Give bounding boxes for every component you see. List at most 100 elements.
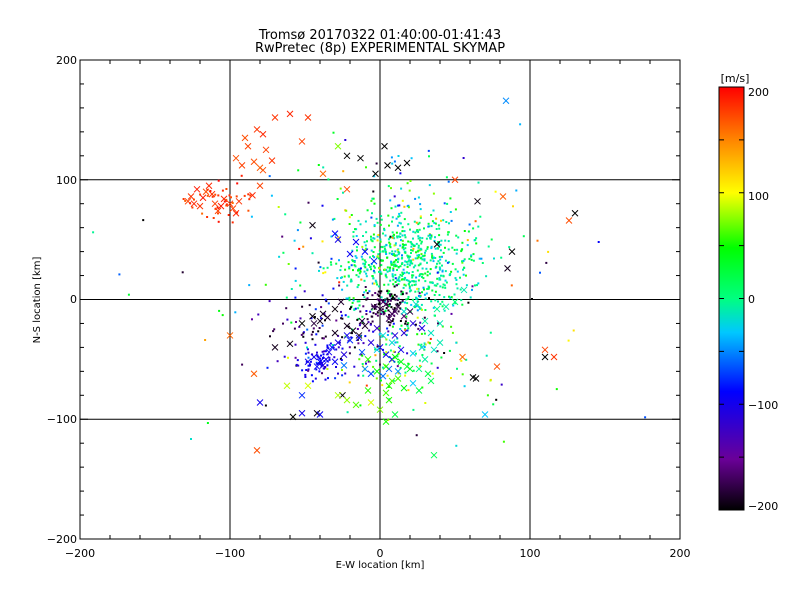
data-point-cross: [346, 336, 354, 344]
data-point-dot: [371, 282, 374, 285]
data-point-dot: [486, 394, 489, 397]
data-point-dot: [423, 259, 426, 262]
data-point-dot: [477, 181, 480, 184]
data-point-dot: [453, 293, 456, 296]
data-point-dot: [441, 300, 444, 303]
data-point-dot: [438, 262, 441, 265]
data-point-cross: [286, 110, 294, 118]
data-point-dot: [443, 284, 446, 287]
data-point-cross: [358, 317, 366, 325]
data-point-dot: [512, 205, 514, 208]
data-point-dot: [434, 236, 436, 239]
data-point-dot: [401, 226, 404, 229]
data-point-dot: [293, 239, 296, 242]
data-point-dot: [390, 207, 393, 210]
data-point-dot: [282, 322, 284, 325]
data-point-dot: [404, 374, 407, 377]
data-point-cross: [394, 375, 402, 382]
data-point-dot: [494, 190, 497, 193]
chart-subtitle: RwPretec (8p) EXPERIMENTAL SKYMAP: [255, 41, 505, 56]
data-point-dot: [386, 299, 389, 302]
data-point-dot: [341, 317, 344, 320]
data-point-cross: [298, 409, 306, 417]
data-point-dot: [430, 362, 433, 365]
data-point-dot: [295, 321, 297, 323]
data-point-dot: [408, 285, 411, 288]
data-point-dot: [340, 359, 343, 361]
data-point-dot: [342, 170, 345, 173]
data-point-dot: [251, 318, 253, 321]
data-point-dot: [399, 301, 401, 304]
data-point-dot: [393, 285, 396, 288]
data-point-dot: [348, 267, 351, 270]
data-point-dot: [432, 209, 435, 212]
data-point-dot: [376, 239, 379, 242]
data-point-dot: [401, 262, 404, 264]
data-point-dot: [412, 258, 415, 261]
data-point-dot: [270, 194, 273, 197]
data-point-dot: [439, 258, 442, 261]
data-point-dot: [399, 273, 402, 276]
data-point-dot: [396, 302, 399, 305]
data-point-dot: [353, 261, 356, 263]
data-point-dot: [360, 255, 363, 258]
data-point-dot: [371, 315, 374, 318]
data-point-dot: [419, 236, 422, 239]
data-point-dot: [361, 321, 364, 324]
data-point-dot: [406, 323, 409, 326]
data-point-cross: [415, 387, 423, 394]
data-point-dot: [391, 250, 394, 253]
data-point-cross: [328, 344, 336, 351]
data-point-dot: [347, 315, 350, 318]
data-point-dot: [401, 291, 404, 294]
data-point-dot: [225, 198, 228, 201]
data-point-dot: [422, 255, 425, 258]
colorbar: [m/s] 200 100 0 −100 −200: [718, 72, 778, 513]
data-point-dot: [418, 254, 421, 256]
data-point-cross: [304, 114, 312, 121]
data-point-dot: [372, 237, 375, 240]
data-point-dot: [392, 296, 394, 299]
data-point-dot: [414, 323, 417, 326]
data-point-dot: [405, 333, 408, 336]
data-point-dot: [387, 214, 390, 217]
data-point-cross: [331, 305, 339, 313]
data-point-dot: [391, 273, 394, 276]
data-point-dot: [393, 237, 396, 240]
data-point-dot: [303, 290, 306, 293]
data-point-dot: [320, 354, 322, 357]
data-point-cross: [187, 193, 195, 200]
data-point-cross: [319, 170, 327, 178]
data-point-dot: [326, 344, 329, 347]
data-point-dot: [357, 317, 360, 320]
data-point-dot: [406, 271, 408, 274]
data-point-dot: [420, 242, 423, 245]
data-point-dot: [231, 221, 234, 224]
data-point-dot: [399, 222, 402, 225]
data-point-dot: [396, 355, 399, 358]
data-point-dot: [390, 187, 392, 190]
data-point-dot: [326, 368, 329, 370]
data-point-dot: [366, 240, 368, 243]
data-point-dot: [358, 358, 361, 361]
data-point-dot: [309, 360, 312, 363]
data-point-dot: [472, 227, 475, 230]
data-point-dot: [364, 248, 367, 251]
data-point-dot: [314, 377, 317, 380]
data-point-dot: [455, 444, 458, 447]
data-point-cross: [343, 152, 351, 160]
data-point-dot: [397, 253, 400, 256]
data-point-dot: [567, 339, 570, 342]
data-point-dot: [199, 193, 202, 196]
data-point-dot: [407, 206, 410, 209]
data-point-dot: [416, 287, 419, 290]
data-point-dot: [358, 304, 361, 307]
data-point-dot: [314, 308, 317, 311]
data-point-cross: [433, 305, 441, 313]
data-point-dot: [410, 252, 412, 254]
data-point-cross: [451, 176, 459, 184]
data-point-cross: [361, 322, 369, 330]
data-point-dot: [326, 353, 329, 356]
data-point-dot: [337, 346, 340, 349]
data-point-dot: [379, 251, 382, 253]
